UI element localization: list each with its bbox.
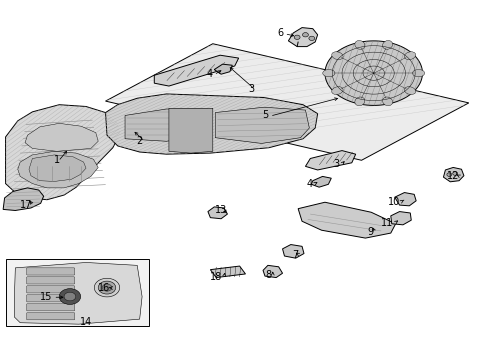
Text: 4: 4 — [206, 69, 212, 79]
Text: 3: 3 — [247, 84, 254, 94]
Polygon shape — [207, 207, 227, 219]
Ellipse shape — [382, 40, 392, 49]
Polygon shape — [325, 41, 422, 105]
Circle shape — [308, 36, 314, 41]
Text: 11: 11 — [380, 218, 392, 228]
Text: 16: 16 — [98, 283, 110, 293]
Ellipse shape — [354, 40, 364, 49]
FancyBboxPatch shape — [26, 313, 75, 320]
Text: 3: 3 — [333, 159, 339, 169]
Polygon shape — [282, 244, 304, 258]
FancyBboxPatch shape — [26, 295, 75, 302]
Polygon shape — [394, 193, 415, 206]
Polygon shape — [210, 266, 245, 278]
FancyBboxPatch shape — [26, 286, 75, 293]
Text: 8: 8 — [264, 270, 271, 280]
Text: 5: 5 — [262, 111, 268, 121]
Ellipse shape — [331, 87, 343, 95]
Polygon shape — [125, 109, 207, 141]
Polygon shape — [215, 107, 309, 143]
Circle shape — [98, 281, 116, 294]
Polygon shape — [288, 28, 317, 46]
Polygon shape — [105, 94, 317, 154]
Text: 17: 17 — [20, 200, 32, 210]
Ellipse shape — [404, 52, 415, 60]
Polygon shape — [29, 155, 86, 181]
Polygon shape — [263, 265, 282, 278]
Polygon shape — [154, 55, 238, 86]
FancyBboxPatch shape — [26, 268, 75, 275]
Polygon shape — [3, 188, 43, 211]
Ellipse shape — [404, 87, 415, 95]
Text: 4: 4 — [306, 179, 312, 189]
FancyBboxPatch shape — [5, 259, 149, 326]
Circle shape — [94, 278, 120, 297]
Circle shape — [452, 172, 457, 175]
Polygon shape — [14, 262, 142, 324]
Ellipse shape — [382, 97, 392, 106]
Text: 10: 10 — [387, 197, 400, 207]
Text: 6: 6 — [277, 28, 283, 38]
Polygon shape — [298, 202, 395, 238]
Polygon shape — [168, 108, 212, 153]
Ellipse shape — [331, 52, 343, 60]
Circle shape — [294, 35, 300, 40]
Ellipse shape — [412, 69, 424, 77]
FancyBboxPatch shape — [26, 277, 75, 284]
Polygon shape — [443, 167, 463, 182]
Text: 14: 14 — [80, 317, 92, 327]
Polygon shape — [390, 212, 410, 225]
Text: 9: 9 — [367, 227, 373, 237]
Ellipse shape — [354, 97, 364, 106]
Circle shape — [302, 33, 308, 37]
Polygon shape — [18, 151, 98, 188]
Text: 13: 13 — [215, 206, 227, 216]
Polygon shape — [311, 176, 330, 187]
Polygon shape — [305, 150, 355, 170]
FancyBboxPatch shape — [26, 304, 75, 311]
Text: 18: 18 — [210, 272, 222, 282]
Circle shape — [64, 292, 76, 301]
Circle shape — [446, 173, 451, 176]
Text: 12: 12 — [446, 171, 458, 181]
Ellipse shape — [322, 69, 334, 77]
Polygon shape — [25, 123, 98, 151]
Circle shape — [59, 289, 81, 305]
Text: 1: 1 — [54, 155, 60, 165]
Text: 15: 15 — [40, 292, 52, 302]
Polygon shape — [105, 44, 468, 160]
Polygon shape — [214, 64, 232, 74]
Text: 2: 2 — [136, 136, 142, 145]
Circle shape — [102, 284, 112, 291]
Polygon shape — [5, 105, 120, 200]
Text: 7: 7 — [291, 250, 298, 260]
